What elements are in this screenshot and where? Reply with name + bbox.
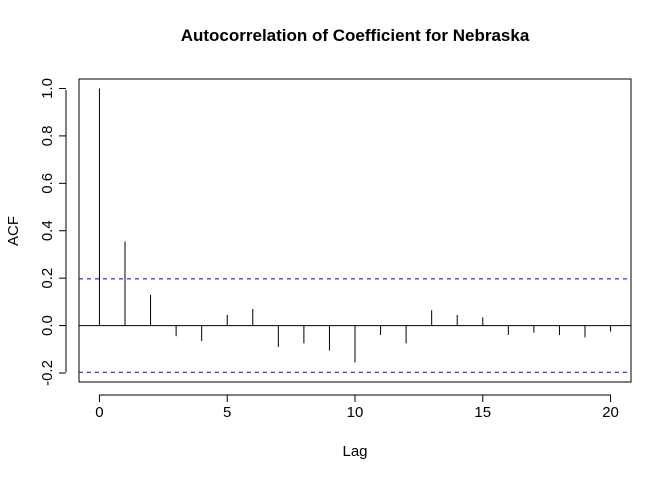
y-tick-label: 0.6 [39, 173, 56, 194]
plot-frame [78, 78, 632, 383]
x-tick-label: 5 [223, 404, 231, 421]
x-tick-label: 0 [95, 404, 103, 421]
y-tick-label: 0.0 [39, 315, 56, 336]
x-axis-label: Lag [342, 443, 367, 460]
x-tick-label: 20 [602, 404, 619, 421]
y-tick-label: 0.8 [39, 125, 56, 146]
x-tick-label: 10 [347, 404, 364, 421]
y-axis-label: ACF [5, 216, 22, 246]
chart-title: Autocorrelation of Coefficient for Nebra… [181, 26, 530, 45]
y-tick-label: 1.0 [39, 78, 56, 99]
plot-marks [79, 88, 631, 373]
y-tick-label: -0.2 [39, 360, 56, 386]
x-axis: 0 5 10 15 20 [95, 394, 619, 421]
y-axis: -0.2 0.0 0.2 0.4 0.6 0.8 1.0 [39, 78, 67, 386]
y-tick-label: 0.4 [39, 220, 56, 241]
x-tick-label: 15 [474, 404, 491, 421]
y-tick-label: 0.2 [39, 268, 56, 289]
